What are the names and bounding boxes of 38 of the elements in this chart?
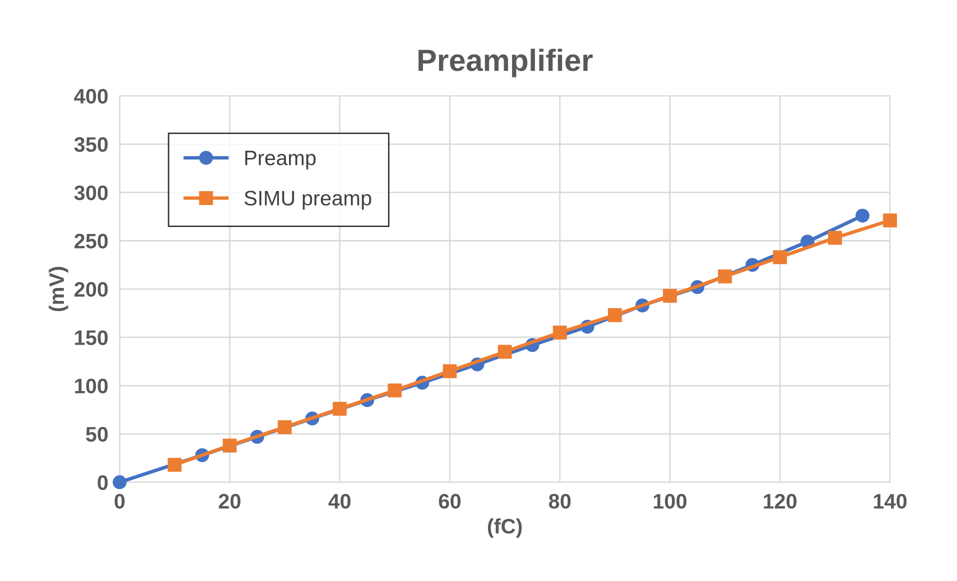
y-tick-label: 200: [74, 282, 108, 297]
point: [718, 270, 732, 284]
y-tick-label: 250: [74, 234, 108, 249]
point: [168, 458, 182, 472]
point: [278, 420, 292, 434]
y-tick-label: 300: [74, 185, 108, 200]
point: [662, 288, 677, 303]
x-tick-label: 40: [328, 494, 350, 509]
y-tick-label: 150: [75, 330, 108, 346]
legend-label: Preamp: [245, 150, 316, 170]
x-tick-label: 80: [548, 494, 571, 509]
y-tick-label: 0: [98, 475, 108, 490]
x-tick-label: 120: [764, 494, 796, 509]
point: [112, 475, 127, 490]
y-tick-label: 100: [75, 378, 108, 394]
point: [883, 214, 897, 228]
y-axis-title: (mV): [48, 266, 68, 312]
y-tick-label: 400: [74, 88, 108, 104]
point: [608, 308, 622, 322]
point: [442, 364, 457, 378]
chart-title: Preamplifier: [418, 48, 593, 78]
point: [332, 402, 347, 416]
y-tick-label: 50: [86, 426, 108, 442]
point: [828, 230, 842, 245]
point: [498, 344, 512, 359]
point: [856, 208, 870, 223]
point: [388, 384, 402, 398]
point: [222, 438, 237, 452]
x-tick-label: 100: [654, 494, 686, 509]
legend-label: SIMU preamp: [244, 190, 372, 210]
x-tick-label: 60: [438, 494, 461, 509]
x-axis-title: (fC): [488, 518, 522, 538]
x-tick-label: 140: [874, 494, 907, 509]
point: [552, 326, 567, 340]
x-tick-label: 0: [114, 494, 125, 509]
x-tick-label: 20: [218, 494, 240, 509]
y-tick-label: 350: [74, 137, 108, 152]
point: [773, 250, 787, 264]
